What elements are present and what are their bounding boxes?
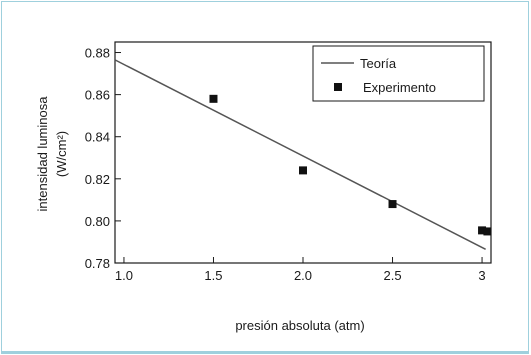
legend-box bbox=[312, 45, 485, 102]
legend: Teoría Experimento bbox=[312, 45, 485, 102]
legend-entry-experimento: Experimento bbox=[363, 80, 436, 95]
x-tick-label: 1.0 bbox=[115, 268, 133, 283]
y-axis-ticks: 0.78 0.80 0.82 0.84 0.86 0.88 bbox=[85, 46, 121, 271]
theory-line bbox=[114, 59, 486, 250]
series-layer bbox=[114, 59, 492, 250]
y-axis-label-line2: (W/cm²) bbox=[54, 131, 69, 177]
experiment-point bbox=[478, 226, 487, 235]
y-axis-label-line1: intensidad luminosa bbox=[35, 96, 50, 212]
y-tick-label: 0.84 bbox=[85, 130, 110, 145]
experiment-point bbox=[209, 94, 218, 103]
y-tick-label: 0.88 bbox=[85, 46, 110, 61]
y-tick-label: 0.82 bbox=[85, 172, 110, 187]
x-axis-label: presión absoluta (atm) bbox=[235, 318, 364, 333]
experiment-point bbox=[388, 200, 397, 209]
x-tick-label: 2.0 bbox=[294, 268, 312, 283]
y-tick-label: 0.80 bbox=[85, 214, 110, 229]
legend-square-swatch bbox=[334, 83, 342, 91]
x-tick-label: 1.5 bbox=[204, 268, 222, 283]
experiment-point bbox=[299, 166, 307, 175]
x-tick-label: 3 bbox=[478, 268, 485, 283]
legend-entry-teoria: Teoría bbox=[360, 56, 397, 71]
y-tick-label: 0.86 bbox=[85, 88, 110, 103]
frame-bottom-rule bbox=[1, 351, 529, 354]
x-axis-ticks: 1.0 1.5 2.0 2.5 3 bbox=[115, 257, 486, 283]
y-tick-label: 0.78 bbox=[85, 256, 110, 271]
x-tick-label: 2.5 bbox=[383, 268, 401, 283]
experiment-point bbox=[483, 227, 492, 236]
y-axis-label: intensidad luminosa (W/cm²) bbox=[35, 96, 69, 212]
